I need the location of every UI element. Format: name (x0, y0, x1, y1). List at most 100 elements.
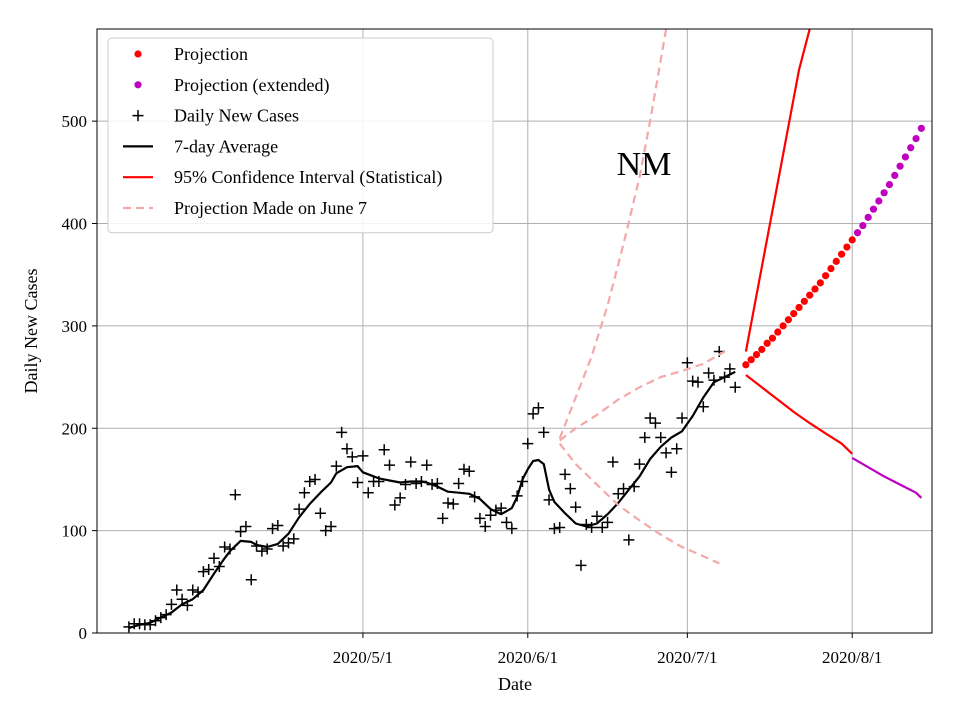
series-line-95-ci-lower-extended (851, 456, 923, 499)
point-daily-new-cases (453, 478, 465, 490)
point-daily-new-cases (495, 502, 507, 514)
point-daily-new-cases (532, 402, 544, 414)
legend-label-average: 7-day Average (174, 136, 278, 156)
y-tick-label: 400 (62, 215, 88, 234)
chart-title: NM (617, 146, 672, 183)
point-daily-new-cases (314, 507, 326, 519)
point-daily-new-cases (298, 487, 310, 499)
y-tick-label: 300 (62, 317, 88, 336)
point-daily-new-cases (389, 499, 401, 511)
x-tick-label: 2020/7/1 (657, 648, 717, 667)
point-projection (848, 236, 856, 244)
point-daily-new-cases (197, 566, 209, 578)
point-daily-new-cases (245, 574, 257, 586)
legend: Projection Projection (extended) Daily New… (107, 37, 494, 234)
point-daily-new-cases (256, 545, 268, 557)
point-daily-new-cases (671, 443, 683, 455)
point-daily-new-cases (602, 516, 614, 528)
x-tick-label: 2020/6/1 (498, 648, 558, 667)
grid-lines (97, 29, 932, 634)
point-daily-new-cases (229, 489, 241, 501)
legend-label-june7: Projection Made on June 7 (174, 198, 367, 218)
point-projection-extended (901, 153, 910, 161)
point-daily-new-cases (623, 534, 635, 546)
point-daily-new-cases (187, 584, 199, 596)
point-daily-new-cases (325, 521, 337, 533)
point-projection (752, 350, 761, 359)
point-daily-new-cases (394, 492, 406, 504)
y-tick-label: 500 (62, 112, 88, 131)
point-daily-new-cases (522, 438, 534, 450)
point-daily-new-cases (564, 483, 576, 495)
point-daily-new-cases (538, 426, 550, 438)
point-daily-new-cases (384, 459, 396, 471)
point-daily-new-cases (293, 503, 305, 515)
point-daily-new-cases (633, 458, 645, 470)
point-daily-new-cases (506, 523, 518, 535)
point-projection-extended (853, 229, 862, 237)
point-daily-new-cases (692, 376, 704, 388)
point-daily-new-cases (575, 559, 587, 571)
series-line-95-ci-lower (745, 374, 853, 455)
point-daily-new-cases (208, 552, 220, 564)
point-projection (763, 339, 771, 347)
point-daily-new-cases (660, 447, 672, 459)
point-daily-new-cases (235, 526, 247, 538)
legend-label-daily: Daily New Cases (174, 106, 299, 126)
point-daily-new-cases (304, 475, 316, 487)
point-daily-new-cases (639, 431, 651, 443)
point-projection-extended (869, 205, 878, 213)
point-daily-new-cases (357, 450, 369, 462)
point-daily-new-cases (724, 363, 736, 375)
point-daily-new-cases (176, 593, 188, 605)
point-daily-new-cases (681, 357, 693, 369)
point-daily-new-cases (591, 510, 603, 522)
point-projection (837, 250, 846, 258)
point-projection (784, 316, 793, 324)
point-daily-new-cases (548, 523, 560, 535)
legend-label-projection_extended: Projection (extended) (174, 75, 329, 96)
y-tick-label: 0 (79, 624, 88, 643)
point-projection (806, 291, 814, 299)
point-daily-new-cases (596, 522, 608, 534)
point-daily-new-cases (474, 512, 486, 524)
point-projection-extended (864, 213, 872, 221)
legend-label-projection: Projection (174, 44, 248, 64)
legend-marker-daily (132, 110, 144, 122)
point-projection-extended (912, 134, 920, 143)
legend-marker-projection (134, 50, 142, 58)
x-tick-label: 2020/8/1 (822, 648, 882, 667)
point-daily-new-cases (501, 516, 513, 528)
point-projection-extended (885, 181, 894, 189)
point-daily-new-cases (612, 488, 624, 500)
point-daily-new-cases (485, 509, 497, 521)
point-daily-new-cases (676, 412, 688, 424)
point-daily-new-cases (341, 443, 353, 455)
point-daily-new-cases (463, 465, 475, 477)
point-projection-extended (875, 197, 883, 205)
point-projection (827, 264, 835, 273)
point-daily-new-cases (554, 522, 566, 534)
point-daily-new-cases (570, 501, 582, 513)
series-line-7-day-average (128, 370, 736, 629)
point-daily-new-cases (703, 367, 715, 379)
axis-ticks: 0 100 200 300 400 500 2020/5/1 2020/6/1 2020/7/1… (62, 112, 883, 667)
point-projection-extended (891, 171, 899, 179)
point-projection (822, 272, 830, 280)
x-axis-label: Date (498, 674, 532, 694)
point-projection (774, 328, 782, 336)
point-projection (779, 322, 787, 330)
point-projection (843, 243, 851, 251)
point-daily-new-cases (399, 479, 411, 491)
y-tick-label: 200 (62, 419, 88, 438)
point-daily-new-cases (240, 521, 252, 533)
point-daily-new-cases (644, 412, 656, 424)
point-daily-new-cases (442, 497, 454, 509)
point-daily-new-cases (458, 463, 470, 475)
point-projection-extended (896, 162, 904, 170)
point-daily-new-cases (559, 468, 571, 480)
point-daily-new-cases (346, 451, 358, 463)
point-daily-new-cases (437, 512, 449, 524)
point-daily-new-cases (330, 460, 342, 472)
point-daily-new-cases (219, 541, 231, 553)
